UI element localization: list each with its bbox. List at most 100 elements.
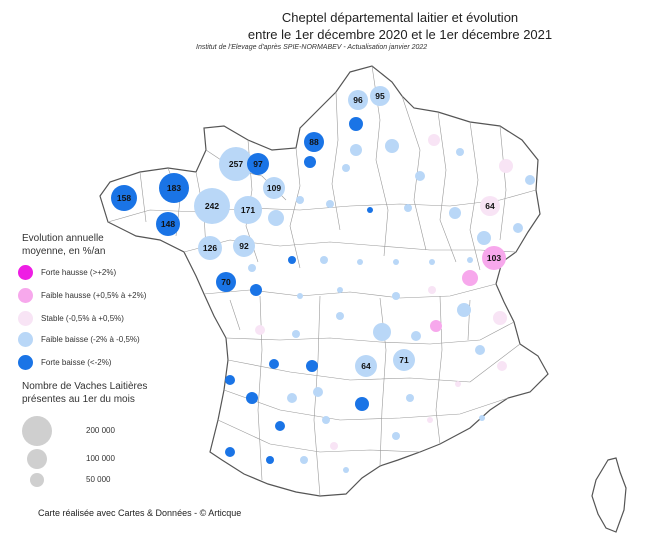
department-bubble — [430, 320, 442, 332]
department-bubble — [342, 164, 350, 172]
department-bubble-label: 70 — [221, 277, 231, 287]
department-bubble — [357, 259, 363, 265]
department-bubble — [292, 330, 300, 338]
department-bubble-labeled — [194, 188, 230, 224]
color-legend-item: Stable (-0,5% à +0,5%) — [18, 310, 124, 326]
department-bubble-label: 242 — [205, 201, 219, 211]
color-swatch — [18, 310, 33, 326]
department-bubble — [336, 312, 344, 320]
department-border — [227, 343, 521, 383]
department-bubble — [392, 432, 400, 440]
department-bubble-labeled — [156, 212, 180, 236]
color-legend-title: Evolution annuelle moyenne, en %/an — [22, 232, 162, 258]
size-legend-circle — [27, 449, 47, 469]
color-legend-item: Faible hausse (+0,5% à +2%) — [18, 287, 146, 303]
department-bubble-label: 96 — [353, 95, 363, 105]
size-legend-circle — [30, 473, 44, 487]
color-legend-item: Forte hausse (>+2%) — [18, 264, 116, 280]
department-border — [499, 125, 507, 241]
department-bubble — [275, 421, 285, 431]
department-bubble — [427, 417, 433, 423]
department-border — [107, 189, 537, 223]
department-bubble — [330, 442, 338, 450]
department-bubble — [497, 361, 507, 371]
size-legend-title-line2: présentes au 1er du mois — [22, 394, 135, 405]
department-bubble — [385, 139, 399, 153]
department-bubble — [467, 257, 473, 263]
department-bubble — [268, 210, 284, 226]
department-bubble — [343, 467, 349, 473]
size-legend-title-line1: Nombre de Vaches Laitières — [22, 381, 148, 392]
department-bubble — [373, 323, 391, 341]
department-border — [217, 419, 421, 453]
department-bubble-label: 97 — [253, 159, 263, 169]
department-bubble — [457, 303, 471, 317]
department-bubble-label: 148 — [161, 219, 175, 229]
department-border — [257, 295, 263, 481]
department-bubble — [225, 447, 235, 457]
department-bubble-label: 64 — [361, 361, 371, 371]
department-bubble — [266, 456, 274, 464]
department-bubble-labeled — [480, 196, 500, 216]
department-bubble — [404, 204, 412, 212]
color-legend-label: Faible baisse (-2% à -0,5%) — [41, 334, 140, 344]
size-legend-label: 50 000 — [86, 475, 111, 484]
department-bubbles: 257 97 183 158 148 242 171 109 126 92 70 88 96 95 64 10… — [111, 86, 535, 473]
map-title-line2: entre le 1er décembre 2020 et le 1er déc… — [247, 27, 553, 42]
color-legend-label: Faible hausse (+0,5% à +2%) — [41, 290, 147, 300]
department-bubble — [475, 345, 485, 355]
department-bubble-labeled — [304, 132, 324, 152]
department-bubble-label: 71 — [399, 355, 409, 365]
department-bubble — [337, 287, 343, 293]
source-note: Institut de l'Elevage d'après SPIE-NORMA… — [196, 44, 428, 51]
department-bubble-labeled — [263, 177, 285, 199]
color-legend-label: Forte hausse (>+2%) — [41, 267, 117, 277]
color-swatch — [18, 287, 33, 303]
department-bubble-labeled — [219, 147, 253, 181]
department-bubble-labeled — [482, 246, 506, 270]
department-bubble — [322, 416, 330, 424]
size-legend-label: 200 000 — [86, 426, 115, 435]
department-bubble — [255, 325, 265, 335]
department-bubble — [269, 359, 279, 369]
department-bubble — [406, 394, 414, 402]
department-bubble-label: 126 — [203, 243, 217, 253]
color-legend-item: Faible baisse (-2% à -0,5%) — [18, 331, 140, 347]
department-bubble — [493, 311, 507, 325]
department-bubble — [411, 331, 421, 341]
color-legend-title-line2: moyenne, en %/an — [22, 246, 106, 257]
department-border — [229, 299, 241, 331]
department-bubble — [296, 196, 304, 204]
department-bubble-labeled — [247, 153, 269, 175]
department-bubble — [250, 284, 262, 296]
department-bubble-labeled — [393, 349, 415, 371]
department-bubble — [349, 117, 363, 131]
country-outline — [99, 65, 627, 533]
department-bubble — [288, 256, 296, 264]
department-bubble — [393, 259, 399, 265]
size-legend-label: 100 000 — [86, 454, 115, 463]
color-legend-title-line1: Evolution annuelle — [22, 233, 104, 244]
department-bubble — [479, 415, 485, 421]
department-bubble — [246, 392, 258, 404]
map-title-line1: Cheptel départemental laitier et évoluti… — [281, 10, 519, 25]
department-bubble-label: 183 — [167, 183, 181, 193]
color-legend-label: Stable (-0,5% à +0,5%) — [41, 313, 124, 323]
department-bubble-label: 109 — [267, 183, 281, 193]
department-bubble-label: 92 — [239, 241, 249, 251]
mainland-france-outline — [99, 65, 549, 497]
map-credit: Carte réalisée avec Cartes & Données - ©… — [38, 508, 242, 518]
department-bubble — [525, 175, 535, 185]
department-bubble — [355, 397, 369, 411]
department-bubble-label: 95 — [375, 91, 385, 101]
department-bubble — [306, 360, 318, 372]
color-swatch — [18, 264, 33, 280]
department-bubble-label: 64 — [485, 201, 495, 211]
department-border — [437, 111, 457, 263]
color-legend-label: Forte baisse (<-2%) — [41, 357, 112, 367]
color-legend-item: Forte baisse (<-2%) — [18, 354, 111, 370]
size-legend-title: Nombre de Vaches Laitières présentes au … — [22, 380, 202, 406]
department-bubble — [392, 292, 400, 300]
department-bubble — [462, 270, 478, 286]
